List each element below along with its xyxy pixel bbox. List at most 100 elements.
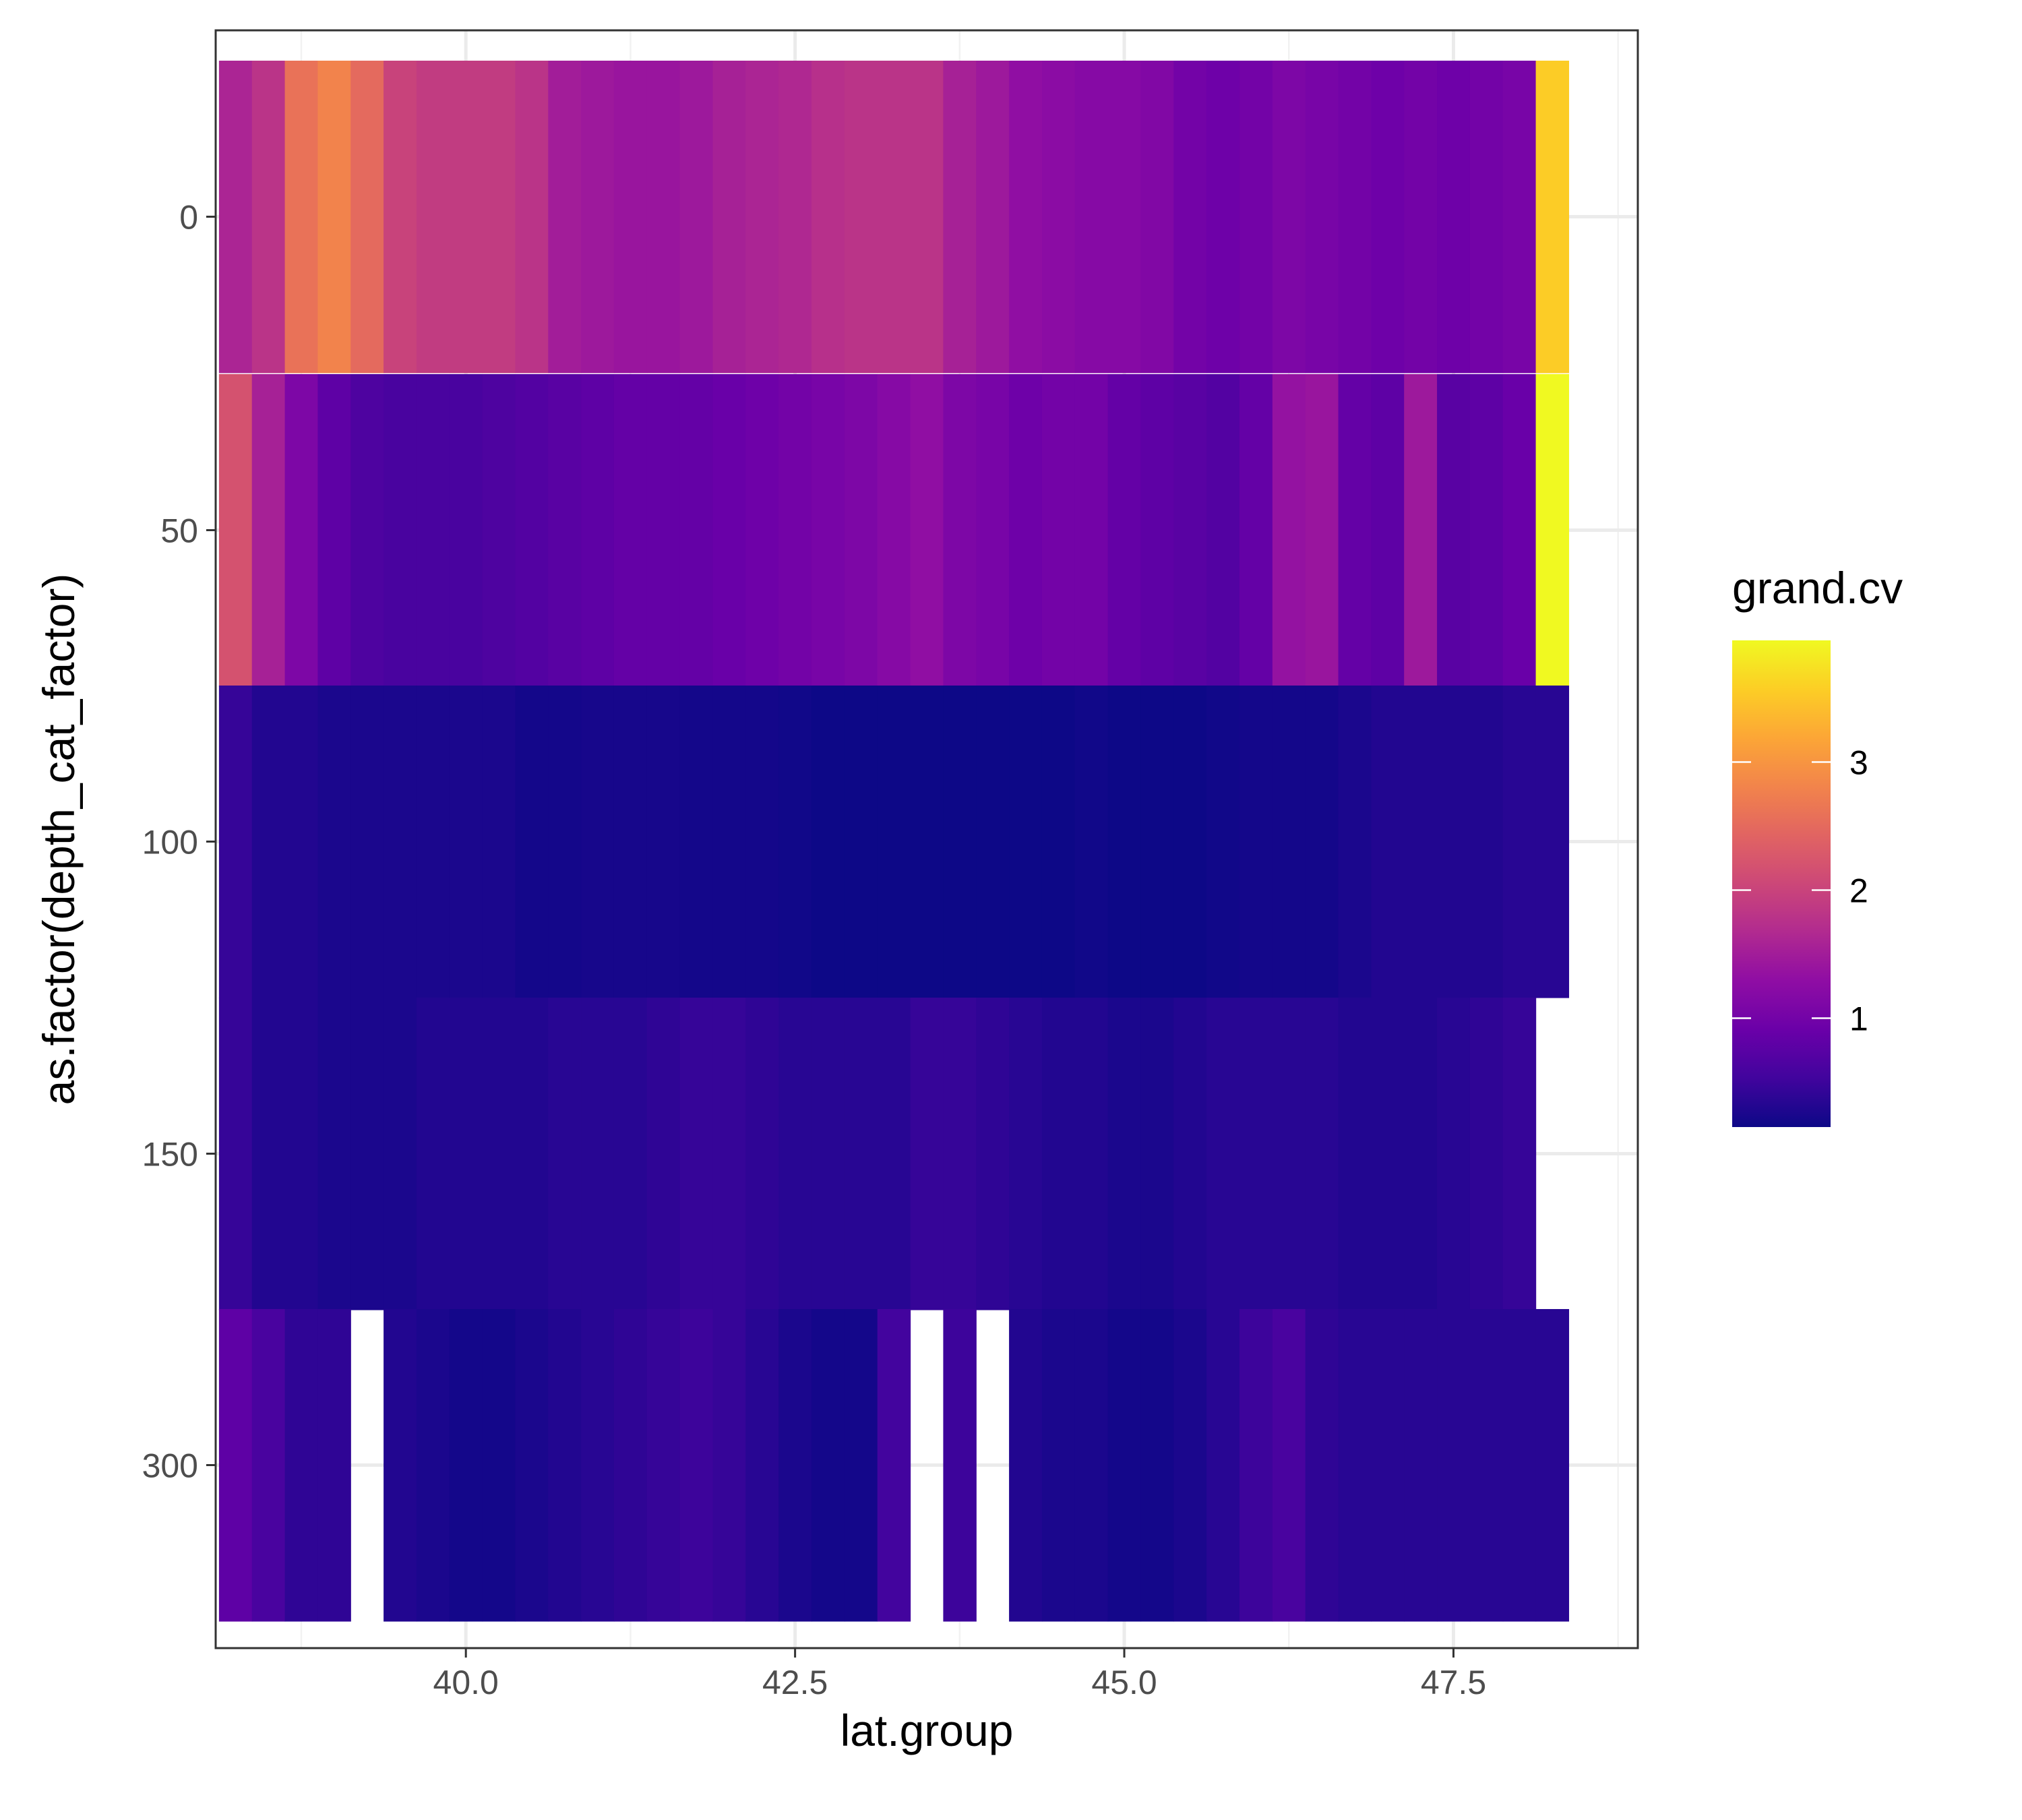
y-tick-label: 50 — [160, 512, 198, 550]
heatmap-tile — [1239, 61, 1273, 373]
heatmap-tile — [844, 998, 878, 1310]
legend-tick-label: 1 — [1849, 1000, 1868, 1038]
heatmap-tile — [1173, 61, 1207, 373]
heatmap-tile — [1338, 998, 1372, 1310]
heatmap-tile — [745, 374, 779, 687]
heatmap-tile — [416, 998, 450, 1310]
heatmap-tile — [416, 61, 450, 373]
heatmap-tile — [449, 998, 483, 1310]
heatmap-tile — [350, 374, 384, 687]
heatmap-tile — [284, 686, 319, 998]
heatmap-tile — [745, 998, 779, 1310]
heatmap-tile — [416, 374, 450, 687]
heatmap-tile — [1502, 374, 1537, 687]
heatmap-tile — [1272, 686, 1306, 998]
heatmap-tile — [745, 61, 779, 373]
heatmap-tile — [1535, 686, 1570, 998]
heatmap-tile — [877, 61, 911, 373]
heatmap-tile — [251, 61, 286, 373]
heatmap-tile — [1173, 374, 1207, 687]
heatmap-tile — [679, 686, 714, 998]
heatmap-tile — [976, 686, 1010, 998]
heatmap-tile — [877, 998, 911, 1310]
heatmap-tile — [844, 61, 878, 373]
heatmap-tile — [1272, 61, 1306, 373]
heatmap-tile — [778, 998, 812, 1310]
heatmap-tile — [449, 61, 483, 373]
heatmap-tile — [1437, 61, 1471, 373]
heatmap-tile — [778, 374, 812, 687]
heatmap-tile — [646, 61, 681, 373]
heatmap-tile — [613, 998, 648, 1310]
heatmap-tile — [1371, 1309, 1405, 1622]
heatmap-tile — [1041, 374, 1076, 687]
heatmap-tile — [646, 686, 681, 998]
heatmap-tile — [877, 1309, 911, 1622]
heatmap-tile — [811, 686, 845, 998]
heatmap-tile — [1009, 998, 1043, 1310]
heatmap-tile — [482, 686, 516, 998]
heatmap-tile — [548, 1309, 582, 1622]
heatmap-tile — [1041, 686, 1076, 998]
heatmap-tile — [1338, 374, 1372, 687]
heatmap-tile — [1009, 374, 1043, 687]
heatmap-tile — [317, 61, 351, 373]
heatmap-tile — [943, 686, 977, 998]
heatmap-tile — [218, 686, 253, 998]
heatmap-tile — [581, 374, 615, 687]
heatmap-tile — [811, 998, 845, 1310]
heatmap-tile — [646, 1309, 681, 1622]
heatmap-tile — [679, 1309, 714, 1622]
heatmap-tile — [251, 998, 286, 1310]
heatmap-tile — [778, 61, 812, 373]
heatmap-tile — [1469, 686, 1504, 998]
heatmap-tile — [384, 374, 417, 687]
heatmap-tile — [844, 374, 878, 687]
heatmap-tile — [910, 998, 944, 1310]
heatmap-tile — [943, 374, 977, 687]
heatmap-tile — [1469, 998, 1504, 1310]
heatmap-tile — [613, 1309, 648, 1622]
heatmap-tile — [284, 998, 319, 1310]
heatmap-tile — [515, 686, 549, 998]
heatmap-tile — [1041, 998, 1076, 1310]
heatmap-tile — [1272, 1309, 1306, 1622]
heatmap-tile — [712, 61, 746, 373]
heatmap-tile — [1371, 61, 1405, 373]
heatmap-tile — [1173, 1309, 1207, 1622]
heatmap-tile — [811, 1309, 845, 1622]
heatmap-tile — [1437, 686, 1471, 998]
heatmap-tile — [1305, 374, 1339, 687]
heatmap-tile — [976, 374, 1010, 687]
heatmap-tile — [877, 374, 911, 687]
heatmap-tile — [1107, 61, 1142, 373]
legend-colorbar — [1732, 640, 1831, 1127]
heatmap-tile — [1107, 374, 1142, 687]
heatmap-tile — [350, 998, 384, 1310]
heatmap-tile — [1272, 998, 1306, 1310]
plot-border — [214, 29, 1639, 1649]
heatmap-tile — [1074, 686, 1109, 998]
heatmap-tile — [943, 998, 977, 1310]
heatmap-tile — [1338, 61, 1372, 373]
heatmap-tile — [1338, 1309, 1372, 1622]
heatmap-tile — [976, 998, 1010, 1310]
heatmap-tile — [712, 998, 746, 1310]
heatmap-tile — [1140, 998, 1174, 1310]
x-tick-label: 42.5 — [762, 1664, 828, 1701]
heatmap-tile — [1107, 998, 1142, 1310]
x-axis: 40.0 42.5 45.0 47.5 — [433, 1648, 1486, 1701]
heatmap-tile — [1009, 686, 1043, 998]
heatmap-tile — [646, 998, 681, 1310]
heatmap-tile — [1469, 374, 1504, 687]
heatmap-tile — [1074, 61, 1109, 373]
heatmap-tile — [416, 1309, 450, 1622]
heatmap-tile — [679, 374, 714, 687]
heatmap-tile — [910, 374, 944, 687]
heatmap-tile — [1404, 61, 1438, 373]
heatmap-tile — [1041, 1309, 1076, 1622]
heatmap-tile — [1009, 1309, 1043, 1622]
heatmap-tile — [745, 686, 779, 998]
heatmap-tile — [1140, 61, 1174, 373]
